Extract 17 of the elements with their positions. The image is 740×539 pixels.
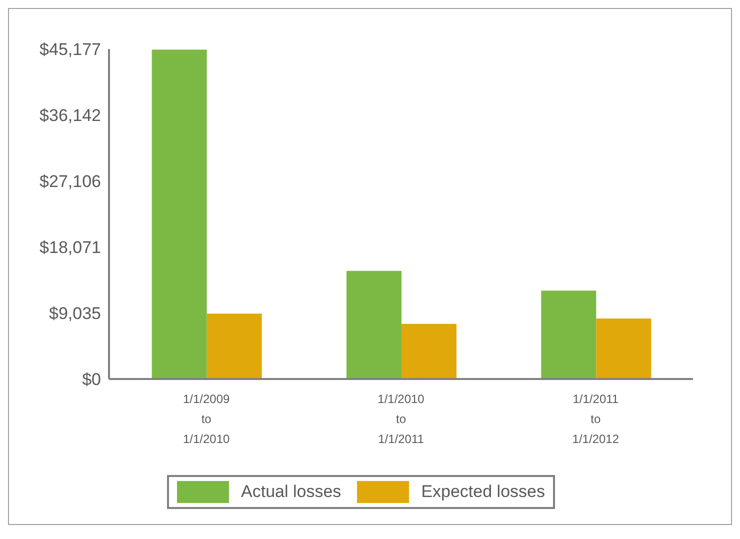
- bar: [152, 50, 207, 379]
- y-tick-label: $18,071: [40, 238, 101, 258]
- y-tick-label: $0: [82, 370, 101, 390]
- bar: [346, 270, 402, 379]
- legend-label: Expected losses: [421, 482, 545, 502]
- bar: [541, 290, 596, 379]
- x-tick-label: 1/1/2009 to 1/1/2010: [182, 392, 230, 446]
- x-tick-label: 1/1/2011 to 1/1/2012: [572, 392, 620, 446]
- bar: [401, 324, 456, 379]
- x-tick-label: 1/1/2010 to 1/1/2011: [378, 392, 425, 446]
- y-tick-label: $45,177: [40, 40, 101, 60]
- bar: [596, 318, 652, 379]
- legend-label: Actual losses: [241, 482, 342, 502]
- y-tick-label: $27,106: [40, 172, 101, 192]
- y-tick-label: $36,142: [40, 106, 101, 126]
- y-tick-label: $9,035: [49, 304, 101, 324]
- bar: [206, 314, 262, 379]
